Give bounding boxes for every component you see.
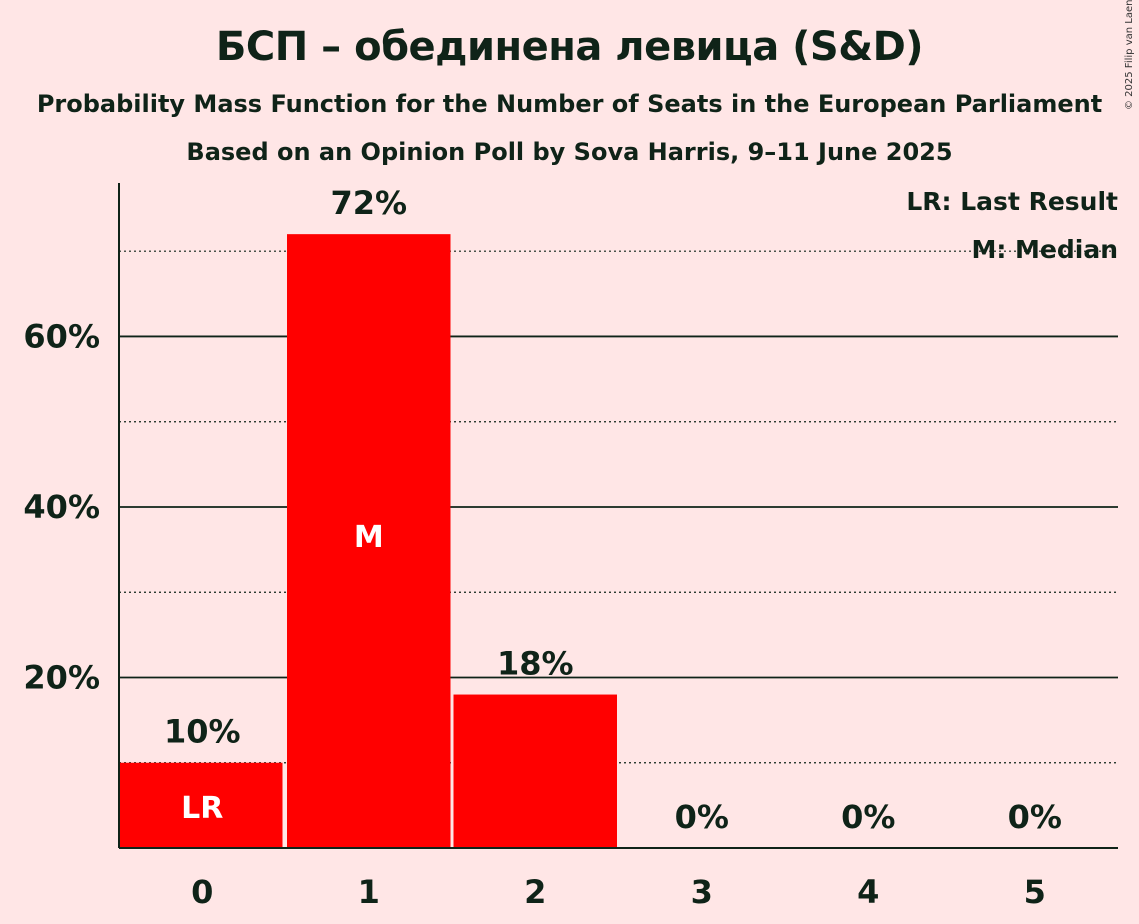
x-tick-label: 5 [1024,873,1046,911]
poll-info: Based on an Opinion Poll by Sova Harris,… [186,138,953,166]
y-tick-label: 40% [23,488,100,526]
legend-entry: M: Median [971,235,1118,264]
legend-entry: LR: Last Result [906,187,1118,216]
data-label-1: 72% [330,184,407,222]
data-label-4: 0% [841,798,895,836]
chart-subtitle: Probability Mass Function for the Number… [36,90,1103,118]
bar-2 [453,694,617,848]
bar-annotation-lr: LR [181,791,223,826]
x-tick-label: 1 [358,873,380,911]
y-tick-label: 60% [23,317,100,355]
data-label-3: 0% [675,798,729,836]
x-tick-label: 0 [191,873,213,911]
data-label-5: 0% [1008,798,1062,836]
axes: 20% 40% 60% 0 1 2 3 4 5 [23,183,1118,911]
data-label-0: 10% [164,713,241,751]
bar-annotation-m: M [354,520,384,555]
chart-title: БСП – обединена левица (S&D) [215,24,924,70]
x-tick-label: 2 [524,873,546,911]
data-labels: 10% LR 72% M 18% 0% 0% 0% [164,184,1062,836]
bar-0 [119,762,283,848]
x-tick-label: 4 [857,873,879,911]
gridlines [119,250,1118,764]
bars [119,234,617,849]
y-tick-label: 20% [23,658,100,696]
bar-1 [287,234,451,849]
data-label-2: 18% [497,645,574,683]
x-tick-label: 3 [691,873,713,911]
legend: LR: Last Result M: Median [906,187,1118,264]
